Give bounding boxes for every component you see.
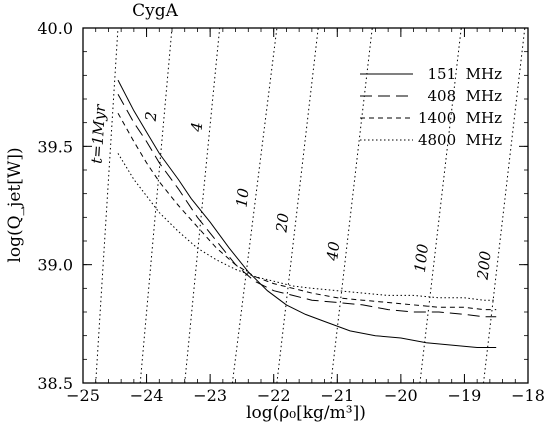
isochrone-line-3 — [231, 27, 278, 384]
isochrone-label-5: 40 — [323, 240, 343, 262]
series-line-0 — [117, 79, 497, 348]
legend-label-2: 1400 MHz — [418, 109, 502, 127]
y-axis-label: log(Q_jet[W]) — [5, 147, 25, 262]
isochrone-label-6: 100 — [411, 242, 432, 273]
series-line-1 — [117, 94, 497, 318]
x-tick-label-6: −19 — [448, 386, 482, 405]
legend-label-0: 151 MHz — [427, 65, 502, 83]
isochrone-line-0 — [95, 27, 119, 384]
y-tick-label-0: 38.5 — [37, 374, 73, 393]
x-axis-label: log(ρ₀[kg/m³]) — [246, 403, 366, 423]
isochrone-label-2: 4 — [187, 121, 206, 133]
x-tick-label-5: −20 — [384, 386, 418, 405]
isochrone-label-3: 10 — [232, 187, 252, 209]
isochrone-label-7: 200 — [473, 250, 494, 282]
legend-label-1: 408 MHz — [427, 87, 502, 105]
y-tick-label-1: 39.0 — [37, 256, 73, 275]
chart-title: CygA — [132, 1, 178, 21]
isochrone-line-4 — [276, 27, 319, 384]
isochrone-label-4: 20 — [272, 212, 292, 234]
isochrone-label-1: 2 — [142, 111, 161, 123]
isochrone-line-5 — [330, 27, 373, 384]
isochrone-label-0: t=1Myr — [87, 103, 109, 164]
y-axis: 38.5 39.0 39.5 40.0 — [37, 19, 528, 393]
x-tick-label-1: −24 — [130, 386, 164, 405]
x-tick-label-7: −18 — [511, 386, 545, 405]
x-tick-label-2: −23 — [193, 386, 227, 405]
plot-frame — [82, 27, 529, 384]
series-lines — [117, 79, 497, 348]
series-line-3 — [117, 153, 497, 301]
x-tick-label-4: −21 — [320, 386, 354, 405]
isochrone-line-6 — [419, 27, 462, 384]
series-line-2 — [117, 112, 497, 311]
isochrones: t=1Myr 2 4 10 20 40 100 200 — [87, 27, 526, 384]
x-tick-label-0: −25 — [66, 386, 100, 405]
isochrone-line-1 — [139, 27, 173, 384]
x-axis: −25 −24 −23 −22 −21 −20 −19 −18 — [66, 28, 545, 405]
isochrone-line-7 — [483, 27, 526, 384]
isochrone-line-2 — [184, 27, 221, 384]
legend-label-3: 4800 MHz — [418, 131, 502, 149]
x-tick-label-3: −22 — [257, 386, 291, 405]
y-tick-label-2: 39.5 — [37, 137, 73, 156]
legend: 151 MHz 408 MHz 1400 MHz 4800 MHz — [360, 65, 502, 149]
y-tick-label-3: 40.0 — [37, 19, 73, 38]
